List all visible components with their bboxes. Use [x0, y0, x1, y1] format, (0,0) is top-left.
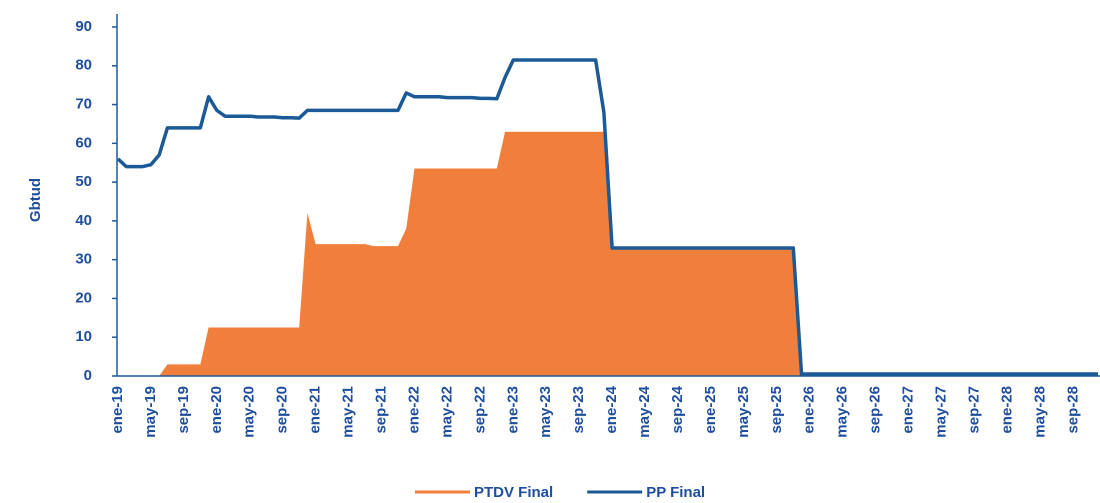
x-tick-label: may-28 [1031, 386, 1048, 438]
y-tick-label: 80 [75, 57, 92, 74]
y-tick-label: 90 [75, 18, 92, 35]
x-tick-label: sep-19 [175, 386, 192, 434]
x-tick-label: sep-22 [471, 386, 488, 434]
x-tick-label: may-20 [241, 386, 258, 438]
y-tick-label: 0 [84, 367, 92, 384]
y-tick-label: 50 [75, 173, 92, 190]
area [118, 131, 1098, 376]
x-tick-label: ene-26 [801, 386, 818, 434]
y-axis-label: Gbtud [27, 178, 44, 222]
x-tick-label: may-27 [932, 386, 949, 438]
x-tick-label: may-26 [834, 386, 851, 438]
y-tick-label: 20 [75, 289, 92, 306]
x-tick-label: ene-23 [504, 386, 521, 434]
y-tick-label: 60 [75, 134, 92, 151]
y-tick-label: 40 [75, 212, 92, 229]
x-tick-label: may-25 [735, 386, 752, 438]
x-tick-label: ene-27 [900, 386, 917, 434]
legend-label: PP Final [646, 484, 705, 501]
x-tick-label: may-22 [438, 386, 455, 438]
x-tick-label: ene-22 [405, 386, 422, 434]
y-tick-label: 30 [75, 251, 92, 268]
x-tick-label: ene-21 [307, 386, 324, 434]
x-tick-label: may-21 [340, 386, 357, 438]
y-tick-label: 70 [75, 96, 92, 113]
x-tick-label: sep-23 [570, 386, 587, 434]
x-tick-label: sep-27 [965, 386, 982, 434]
legend-label: PTDV Final [474, 484, 553, 501]
x-tick-label: ene-28 [998, 386, 1015, 434]
x-tick-label: ene-24 [603, 385, 620, 433]
x-tick-label: sep-25 [768, 386, 785, 434]
x-tick-label: sep-26 [867, 386, 884, 434]
x-tick-label: sep-24 [669, 385, 686, 433]
x-tick-label: ene-25 [702, 386, 719, 434]
x-tick-label: sep-20 [274, 386, 291, 434]
x-tick-label: may-24 [636, 385, 653, 437]
line [116, 58, 1098, 376]
x-tick-label: may-19 [142, 386, 159, 438]
x-tick-label: ene-19 [109, 386, 126, 434]
y-tick-label: 10 [75, 328, 92, 345]
x-tick-label: sep-28 [1064, 386, 1081, 434]
x-tick-label: may-23 [537, 386, 554, 438]
x-tick-label: sep-21 [372, 386, 389, 434]
x-tick-label: ene-20 [208, 386, 225, 434]
